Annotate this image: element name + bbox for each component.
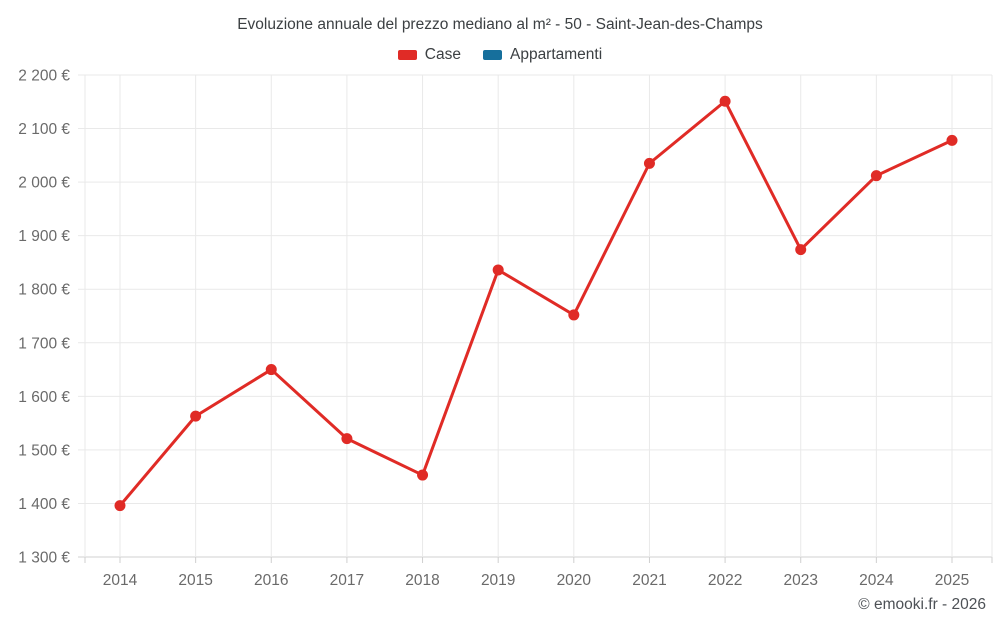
y-axis-tick-label: 2 200 € (18, 68, 70, 85)
y-axis-tick-label: 1 800 € (18, 282, 70, 299)
y-axis-tick-label: 2 100 € (18, 121, 70, 138)
x-axis-tick-label: 2021 (632, 572, 666, 589)
appartamenti-series-swatch-icon (482, 50, 502, 60)
x-axis-tick-label: 2019 (481, 572, 515, 589)
footer-credit: © emooki.fr - 2026 (858, 596, 986, 613)
y-axis-tick-label: 1 700 € (18, 335, 70, 352)
y-axis-tick-label: 1 500 € (18, 442, 70, 459)
chart-title: Evoluzione annuale del prezzo mediano al… (237, 16, 763, 33)
data-point-case-2017[interactable] (341, 433, 353, 445)
x-axis-tick-label: 2020 (557, 572, 592, 589)
chart-legend: Case Appartamenti (0, 46, 1000, 64)
legend-item-appartamenti[interactable]: Appartamenti (482, 46, 603, 64)
data-point-case-2014[interactable] (114, 500, 126, 512)
data-point-case-2020[interactable] (568, 309, 580, 321)
data-point-case-2019[interactable] (492, 264, 504, 276)
x-axis-tick-label: 2018 (405, 572, 439, 589)
case-series-swatch-icon (397, 50, 417, 60)
data-point-case-2018[interactable] (417, 469, 429, 481)
data-point-case-2021[interactable] (643, 157, 655, 169)
x-axis-tick-label: 2022 (708, 572, 742, 589)
data-point-case-2016[interactable] (265, 364, 277, 376)
data-point-case-2022[interactable] (719, 95, 731, 107)
series-line-case (118, 99, 954, 508)
x-axis-tick-label: 2025 (935, 572, 969, 589)
legend-item-case-label: Case (424, 46, 461, 63)
x-axis-tick-label: 2017 (330, 572, 364, 589)
y-axis-tick-label: 1 300 € (18, 550, 70, 567)
x-axis-tick-label: 2016 (254, 572, 288, 589)
x-axis-tick-label: 2015 (178, 572, 212, 589)
y-axis-tick-label: 1 600 € (18, 389, 70, 406)
y-axis-tick-label: 1 400 € (18, 496, 70, 513)
data-point-case-2015[interactable] (190, 410, 202, 422)
data-point-case-2024[interactable] (870, 170, 882, 182)
x-axis-tick-label: 2024 (859, 572, 894, 589)
y-axis-tick-label: 2 000 € (18, 175, 70, 192)
data-point-case-2025[interactable] (946, 134, 958, 146)
x-axis-tick-label: 2014 (103, 572, 138, 589)
x-axis-tick-label: 2023 (783, 572, 817, 589)
data-point-case-2023[interactable] (795, 244, 807, 256)
legend-item-appartamenti-label: Appartamenti (509, 46, 603, 63)
y-axis-tick-label: 1 900 € (18, 228, 70, 245)
legend-item-case[interactable]: Case (397, 46, 461, 64)
